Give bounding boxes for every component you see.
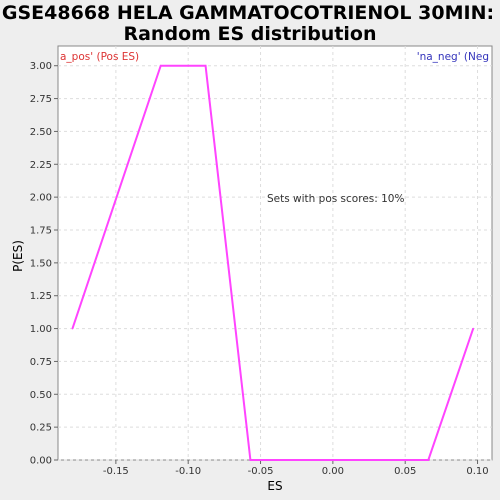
- y-tick-label: 0.25: [30, 423, 52, 434]
- chart-title-line1: GSE48668 HELA GAMMATOCOTRIENOL 30MIN:: [2, 2, 494, 24]
- series-line: [71, 64, 475, 461]
- grid-lines: [58, 46, 492, 461]
- data-point: [472, 327, 474, 330]
- y-tick-label: 2.25: [30, 160, 52, 171]
- annotation-text: Sets with pos scores: 10%: [267, 193, 404, 205]
- y-axis-label: P(ES): [11, 240, 25, 272]
- data-point: [71, 327, 74, 330]
- y-tick-label: 2.00: [30, 193, 52, 204]
- data-point: [427, 459, 430, 461]
- y-tick-label: 0.50: [30, 390, 52, 401]
- y-tick-label: 0.75: [30, 357, 52, 368]
- y-tick-label: 2.50: [30, 127, 52, 138]
- y-tick-label: 0.00: [30, 456, 52, 467]
- left-label: a_pos' (Pos ES): [60, 51, 139, 63]
- series-group: [71, 64, 475, 461]
- x-tick-label: 0.05: [394, 466, 416, 477]
- data-point: [204, 64, 207, 67]
- data-point: [159, 64, 162, 67]
- x-tick-label: 0.10: [466, 466, 488, 477]
- chart-title-line2: Random ES distribution: [123, 23, 376, 45]
- y-tick-label: 1.00: [30, 324, 52, 335]
- y-tick-label: 1.25: [30, 291, 52, 302]
- x-tick-label: -0.05: [248, 466, 274, 477]
- data-point: [249, 459, 252, 461]
- y-tick-label: 1.75: [30, 226, 52, 237]
- x-tick-label: -0.10: [175, 466, 201, 477]
- x-tick-label: -0.15: [103, 466, 129, 477]
- y-tick-label: 1.50: [30, 258, 52, 269]
- axes: 0.00 0.25 0.50 0.75 1.00 1.25 1.50 1.75 2.00 2.25…: [30, 61, 489, 477]
- x-axis-label: ES: [267, 479, 282, 493]
- y-tick-label: 2.75: [30, 94, 52, 105]
- y-tick-label: 3.00: [30, 61, 52, 72]
- right-label: 'na_neg' (Neg: [417, 51, 489, 63]
- x-tick-label: 0.00: [322, 466, 344, 477]
- plot-area: [57, 45, 493, 461]
